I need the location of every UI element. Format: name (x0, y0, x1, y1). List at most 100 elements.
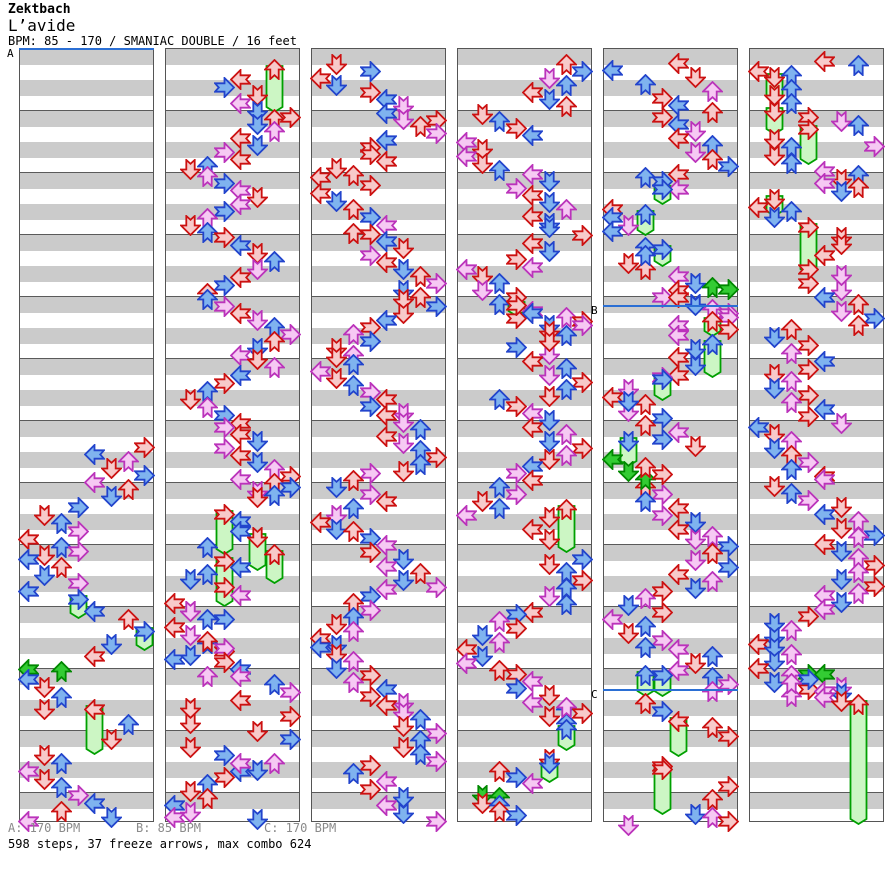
note-arrow-left (230, 67, 253, 94)
note-arrow-up (341, 469, 366, 495)
note-arrow-down (245, 241, 270, 268)
note-arrow-right (212, 650, 235, 677)
note-arrow-up (195, 288, 220, 314)
note-arrow-down (391, 236, 416, 263)
note-arrow-left (522, 468, 545, 495)
step-chart-column-1: A (7, 47, 156, 834)
note-arrow-left (376, 308, 399, 335)
note-arrow-left (163, 805, 186, 832)
note-arrow-left (455, 257, 478, 284)
note-arrow-up (779, 152, 804, 178)
note-arrow-down (179, 599, 203, 626)
freeze-head-arrow-up (49, 660, 74, 686)
note-arrow-left (668, 562, 691, 589)
note-arrow-down (325, 517, 349, 544)
note-arrow-left (376, 693, 399, 720)
note-arrow-down (179, 157, 203, 184)
note-arrow-up (700, 101, 724, 127)
note-arrow-up (846, 114, 870, 140)
note-arrow-up (779, 643, 804, 669)
note-arrow-up (408, 743, 432, 769)
note-arrow-left (814, 49, 837, 76)
note-arrow-left (814, 349, 837, 376)
note-arrow-left (747, 59, 770, 86)
note-arrow-left (522, 771, 545, 798)
note-arrow-left (84, 791, 107, 818)
freeze-head-arrow-up (846, 693, 870, 719)
note-arrow-up (341, 650, 366, 676)
note-arrow-up (779, 672, 804, 698)
note-arrow-down (179, 387, 203, 414)
note-arrow-right (212, 171, 235, 198)
note-arrow-right (796, 450, 819, 477)
note-arrow-up (262, 356, 286, 382)
note-arrow-left (17, 527, 40, 554)
note-arrow-left (668, 637, 691, 664)
note-arrow-right (425, 294, 448, 321)
marker-c-bpm-label: C: 170 BPM (264, 821, 337, 835)
note-arrow-down (829, 299, 854, 326)
note-arrow-left (522, 517, 545, 544)
note-arrow-up (49, 686, 74, 712)
bpm-difficulty-info: BPM: 85 - 170 / SMANIAC DOUBLE / 16 feet (8, 34, 297, 48)
note-arrow-down (325, 52, 349, 79)
note-arrow-down (617, 621, 641, 648)
note-arrow-right (717, 809, 740, 836)
note-arrow-left (376, 403, 399, 430)
note-arrow-up (341, 620, 366, 646)
note-arrow-down (325, 345, 349, 372)
note-arrow-right (425, 721, 448, 748)
note-arrow-up (116, 478, 140, 504)
note-arrow-right (212, 75, 235, 102)
note-arrow-down (829, 539, 854, 566)
note-arrow-right (504, 394, 527, 421)
note-arrow-up (779, 391, 804, 417)
note-arrow-up (487, 272, 512, 298)
note-arrow-down (537, 169, 562, 196)
note-arrow-left (84, 599, 107, 626)
note-arrow-right (358, 684, 381, 711)
note-arrow-down (829, 411, 854, 438)
note-arrow-right (358, 461, 381, 488)
note-arrow-up (487, 110, 512, 136)
note-arrow-right (796, 383, 819, 410)
note-arrow-left (376, 149, 399, 176)
note-arrow-left (309, 181, 332, 208)
note-arrow-up (195, 165, 220, 191)
note-arrow-right (504, 803, 527, 830)
note-arrow-left (668, 126, 691, 153)
note-arrow-right (358, 222, 381, 249)
note-arrow-down (537, 215, 562, 242)
note-arrow-right (650, 628, 673, 655)
note-arrow-up (116, 713, 140, 739)
note-arrow-down (391, 107, 416, 134)
note-arrow-left (230, 443, 253, 470)
note-arrow-left (522, 600, 545, 627)
note-arrow-down (829, 179, 854, 206)
note-arrow-up (341, 520, 366, 546)
note-arrow-down (99, 632, 124, 659)
note-arrow-left (230, 422, 253, 449)
note-arrow-right (863, 306, 886, 333)
note-arrow-right (504, 247, 527, 274)
note-arrow-up (262, 484, 286, 510)
note-arrow-right (796, 667, 819, 694)
bpm-marker-line-c (603, 689, 738, 691)
note-arrow-up (408, 286, 432, 312)
note-arrow-up (846, 561, 870, 587)
note-arrow-down (683, 802, 708, 829)
note-arrow-right (358, 482, 381, 509)
note-arrow-left (17, 667, 40, 694)
step-chart-column-2 (163, 48, 302, 831)
note-arrow-left (601, 219, 624, 246)
note-arrow-down (179, 711, 203, 738)
note-arrow-up (700, 542, 724, 568)
note-arrow-left (668, 517, 691, 544)
note-arrow-right (504, 482, 527, 509)
note-arrow-right (358, 329, 381, 356)
note-arrow-up (487, 760, 512, 786)
note-arrow-down (683, 527, 708, 554)
note-arrow-left (522, 669, 545, 696)
freeze-head-arrow-up (700, 310, 724, 336)
note-arrow-right (650, 482, 673, 509)
